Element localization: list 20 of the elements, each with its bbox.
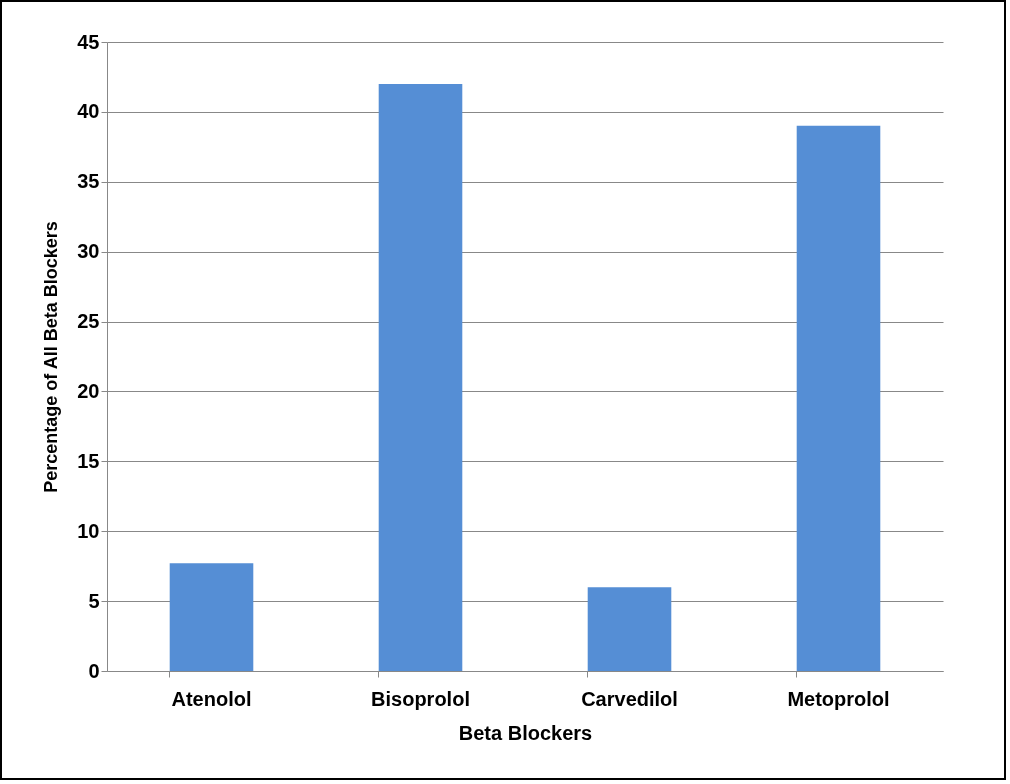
y-tick-label: 30 [77,240,100,263]
y-tick-label: 15 [77,449,100,472]
x-tick-label: Bisoprolol [371,687,470,710]
y-tick-label: 0 [88,659,100,682]
bar [378,83,463,671]
x-tick-label: Atenolol [171,687,252,710]
y-tick-label: 25 [77,310,100,333]
bar [587,587,672,671]
y-tick-label: 10 [77,519,100,542]
y-axis-title: Percentage of All Beta Blockers [41,221,62,493]
x-tick-label: Metoprolol [787,687,890,710]
bar [169,563,254,671]
x-axis-title: Beta Blockers [458,721,593,744]
x-tick-label: Carvedilol [581,687,678,710]
y-tick-label: 40 [77,100,100,123]
y-tick-label: 20 [77,379,100,402]
bar [796,125,881,671]
y-tick-label: 45 [77,30,100,53]
y-tick-label: 5 [88,589,100,612]
y-tick-label: 35 [77,170,100,193]
